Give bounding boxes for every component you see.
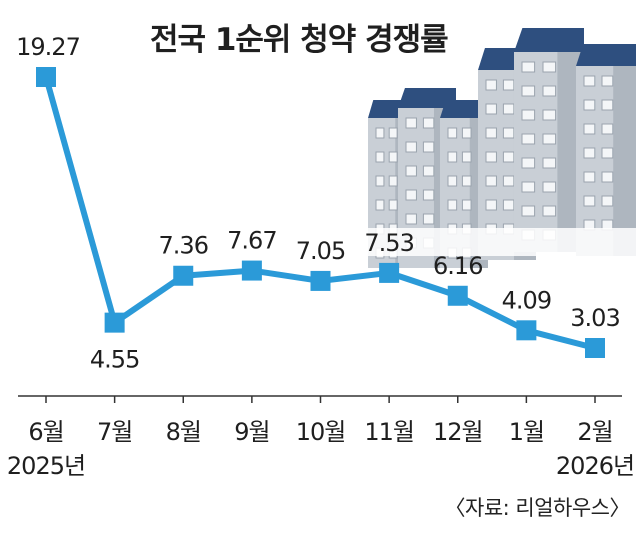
data-label: 7.05 (296, 237, 345, 265)
x-tick-label: 6월 (28, 418, 63, 446)
data-point-marker (585, 338, 605, 358)
x-tick-label: 9월 (234, 418, 269, 446)
data-point-marker (447, 285, 468, 306)
markers-layer (36, 67, 605, 358)
building-5 (514, 28, 584, 252)
x-tick-label: 11월 (364, 418, 414, 446)
data-point-marker (36, 67, 56, 87)
data-label: 7.53 (364, 229, 413, 257)
data-point-marker (310, 270, 331, 291)
building-6 (576, 44, 636, 256)
data-point-marker (516, 320, 537, 341)
data-label: 6.16 (433, 252, 482, 280)
source-note: 〈자료: 리얼하우스〉 (444, 496, 631, 520)
x-tick-label: 1월 (509, 418, 544, 446)
x-tick-label: 8월 (166, 418, 201, 446)
data-label: 4.55 (90, 346, 139, 374)
x-tick-label: 7월 (97, 418, 132, 446)
data-label: 3.03 (570, 304, 619, 332)
data-point-marker (241, 260, 262, 281)
data-label: 19.27 (16, 33, 80, 61)
data-point-marker (173, 265, 194, 286)
data-label: 7.67 (227, 227, 276, 255)
data-labels-layer: 19.27 4.55 7.36 7.67 7.05 7.53 6.16 4.09 3.03 (16, 33, 621, 374)
year-label: 2026년 (556, 452, 634, 480)
x-tick-label: 2월 (577, 418, 612, 446)
data-label: 4.09 (502, 286, 551, 314)
chart-title: 전국 1순위 청약 경쟁률 (150, 22, 449, 58)
data-label: 7.36 (159, 232, 208, 260)
x-axis (18, 395, 622, 403)
data-point-marker (104, 312, 125, 333)
x-tick-label: 10월 (296, 418, 346, 446)
x-tick-label: 12월 (433, 418, 483, 446)
year-label: 2025년 (7, 452, 85, 480)
data-point-marker (379, 262, 400, 283)
apartment-buildings-illustration (360, 28, 640, 268)
tick-labels-layer: 6월 7월 8월 9월 10월 11월 12월 1월 2월 2025년 2026년 (7, 418, 635, 480)
